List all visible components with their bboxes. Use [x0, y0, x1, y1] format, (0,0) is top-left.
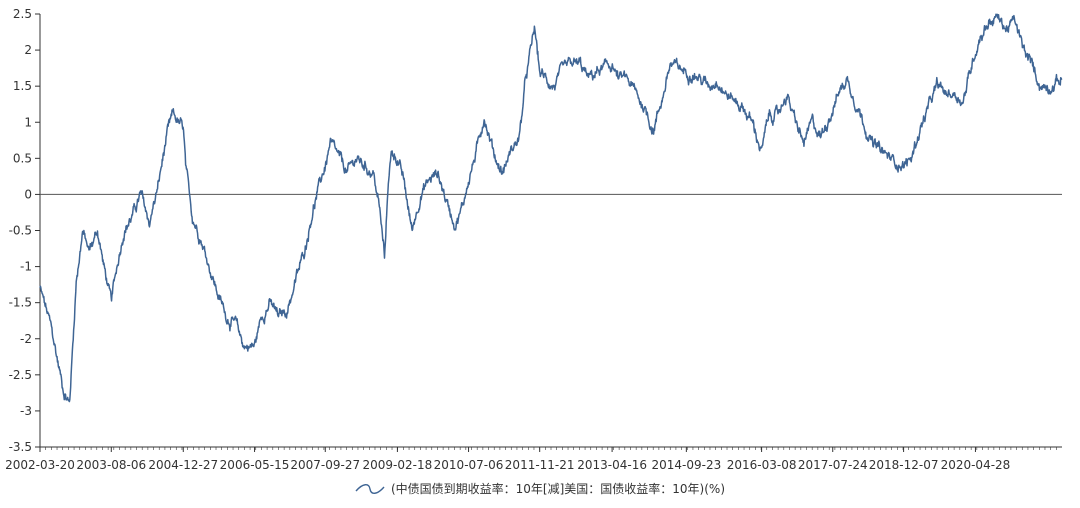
- x-axis: 2002-03-20 2003-08-06 2004-12-27 2006-05-15…: [5, 446, 1062, 470]
- line-chart: 2.5 2 1.5 1 0.5 0 -0.5 -1 -1.5 -2 -2.5 -3 -3.5 2002-…: [5, 7, 1063, 470]
- legend[interactable]: (中债国债到期收益率：10年[减]美国：国债收益率：10年)(%): [0, 480, 1080, 498]
- y-tick-label: 2.5: [13, 7, 32, 21]
- x-tick-label: 2016-03-08: [727, 458, 797, 470]
- series-group: [39, 13, 1063, 403]
- y-tick-label: -3.5: [9, 440, 32, 454]
- x-tick-label: 2002-03-20: [5, 458, 75, 470]
- x-tick-label: 2009-02-18: [363, 458, 433, 470]
- y-tick-label: -1: [20, 260, 32, 274]
- legend-label: (中债国债到期收益率：10年[减]美国：国债收益率：10年)(%): [390, 482, 726, 496]
- y-axis: 2.5 2 1.5 1 0.5 0 -0.5 -1 -1.5 -2 -2.5 -3 -3.5: [9, 7, 41, 454]
- x-tick-label: 2020-04-28: [941, 458, 1011, 470]
- y-tick-label: 1: [24, 115, 32, 129]
- x-tick-label: 2007-09-27: [290, 458, 360, 470]
- x-tick-label: 2013-04-16: [577, 458, 647, 470]
- y-tick-label: -0.5: [9, 224, 32, 238]
- x-tick-label: 2003-08-06: [76, 458, 146, 470]
- x-tick-label: 2004-12-27: [148, 458, 218, 470]
- y-tick-label: -2: [20, 332, 32, 346]
- y-tick-label: 1.5: [13, 79, 32, 93]
- x-tick-label: 2010-07-06: [434, 458, 504, 470]
- y-tick-label: -3: [20, 404, 32, 418]
- legend-line-icon: [355, 483, 385, 494]
- y-tick-label: -1.5: [9, 296, 32, 310]
- x-tick-label: 2017-07-24: [798, 458, 868, 470]
- y-tick-label: -2.5: [9, 368, 32, 382]
- x-tick-label: 2014-09-23: [651, 458, 721, 470]
- x-tick-label: 2011-11-21: [505, 458, 575, 470]
- y-tick-label: 0: [24, 187, 32, 201]
- series-line: [39, 13, 1063, 403]
- y-tick-label: 0.5: [13, 151, 32, 165]
- y-tick-label: 2: [24, 43, 32, 57]
- x-tick-label: 2006-05-15: [220, 458, 290, 470]
- x-tick-label: 2018-12-07: [869, 458, 939, 470]
